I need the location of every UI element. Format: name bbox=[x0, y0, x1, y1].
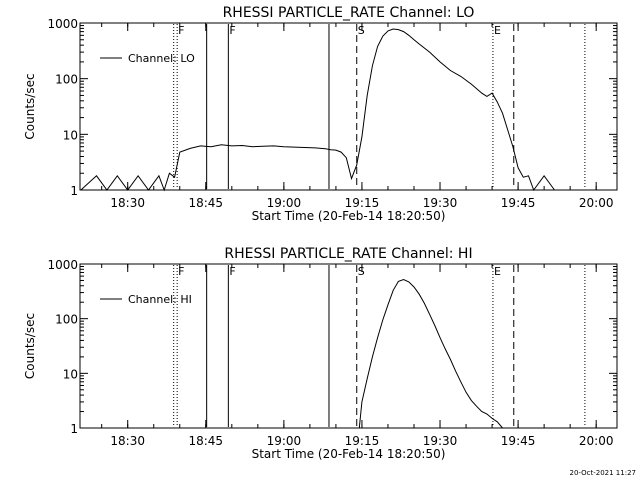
y-tick-label: 100 bbox=[55, 73, 78, 87]
chart-title: RHESSI PARTICLE_RATE Channel: LO bbox=[223, 5, 475, 21]
lo-channel-panel: RHESSI PARTICLE_RATE Channel: LO 1 10 100 10… bbox=[23, 5, 618, 223]
plot-frame bbox=[79, 22, 618, 191]
y-tick-label: 1 bbox=[70, 422, 78, 436]
x-axis-label: Start Time (20-Feb-14 18:20:50) bbox=[252, 209, 446, 223]
x-tick-label: 18:45 bbox=[188, 196, 223, 210]
x-tick-label: 20:00 bbox=[579, 196, 614, 210]
x-tick-label: 19:15 bbox=[345, 434, 380, 448]
series-line bbox=[358, 278, 503, 429]
footer-timestamp: 20-Oct-2021 11:27 bbox=[570, 469, 636, 477]
y-tick-label: 100 bbox=[55, 313, 78, 327]
x-tick-label: 19:15 bbox=[345, 196, 380, 210]
x-axis-label: Start Time (20-Feb-14 18:20:50) bbox=[252, 447, 446, 461]
chart-title: RHESSI PARTICLE_RATE Channel: HI bbox=[224, 246, 472, 262]
x-tick-label: 18:30 bbox=[110, 196, 145, 210]
y-axis-label: Counts/sec bbox=[23, 313, 37, 379]
annotation-label: E bbox=[494, 265, 501, 278]
x-tick-label: 19:45 bbox=[501, 434, 536, 448]
x-tick-label: 19:30 bbox=[423, 196, 458, 210]
x-tick-label: 19:00 bbox=[267, 196, 302, 210]
annotation-label: E bbox=[494, 24, 501, 37]
x-tick-label: 19:45 bbox=[501, 196, 536, 210]
x-tick-label: 19:30 bbox=[423, 434, 458, 448]
annotation-label: S bbox=[358, 24, 365, 37]
x-tick-label: 18:45 bbox=[188, 434, 223, 448]
x-tick-label: 19:00 bbox=[267, 434, 302, 448]
plot-frame bbox=[79, 263, 618, 429]
y-tick-label: 10 bbox=[63, 367, 78, 381]
y-tick-label: 1 bbox=[70, 184, 78, 198]
x-tick-label: 20:00 bbox=[579, 434, 614, 448]
y-tick-label: 1000 bbox=[47, 17, 78, 31]
y-axis-label: Counts/sec bbox=[23, 73, 37, 139]
legend-label: Channel: LO bbox=[128, 52, 195, 65]
annotation-label: F bbox=[178, 265, 184, 278]
x-tick-label: 18:30 bbox=[110, 434, 145, 448]
hi-channel-panel: RHESSI PARTICLE_RATE Channel: HI 1 10 100 10… bbox=[23, 246, 618, 461]
y-tick-label: 1000 bbox=[47, 258, 78, 272]
legend-label: Channel: HI bbox=[128, 293, 192, 306]
y-tick-label: 10 bbox=[63, 128, 78, 142]
annotation-label: F bbox=[229, 24, 235, 37]
annotation-label: S bbox=[358, 265, 365, 278]
series-line bbox=[80, 28, 555, 192]
annotation-label: F bbox=[178, 24, 184, 37]
annotation-label: F bbox=[229, 265, 235, 278]
